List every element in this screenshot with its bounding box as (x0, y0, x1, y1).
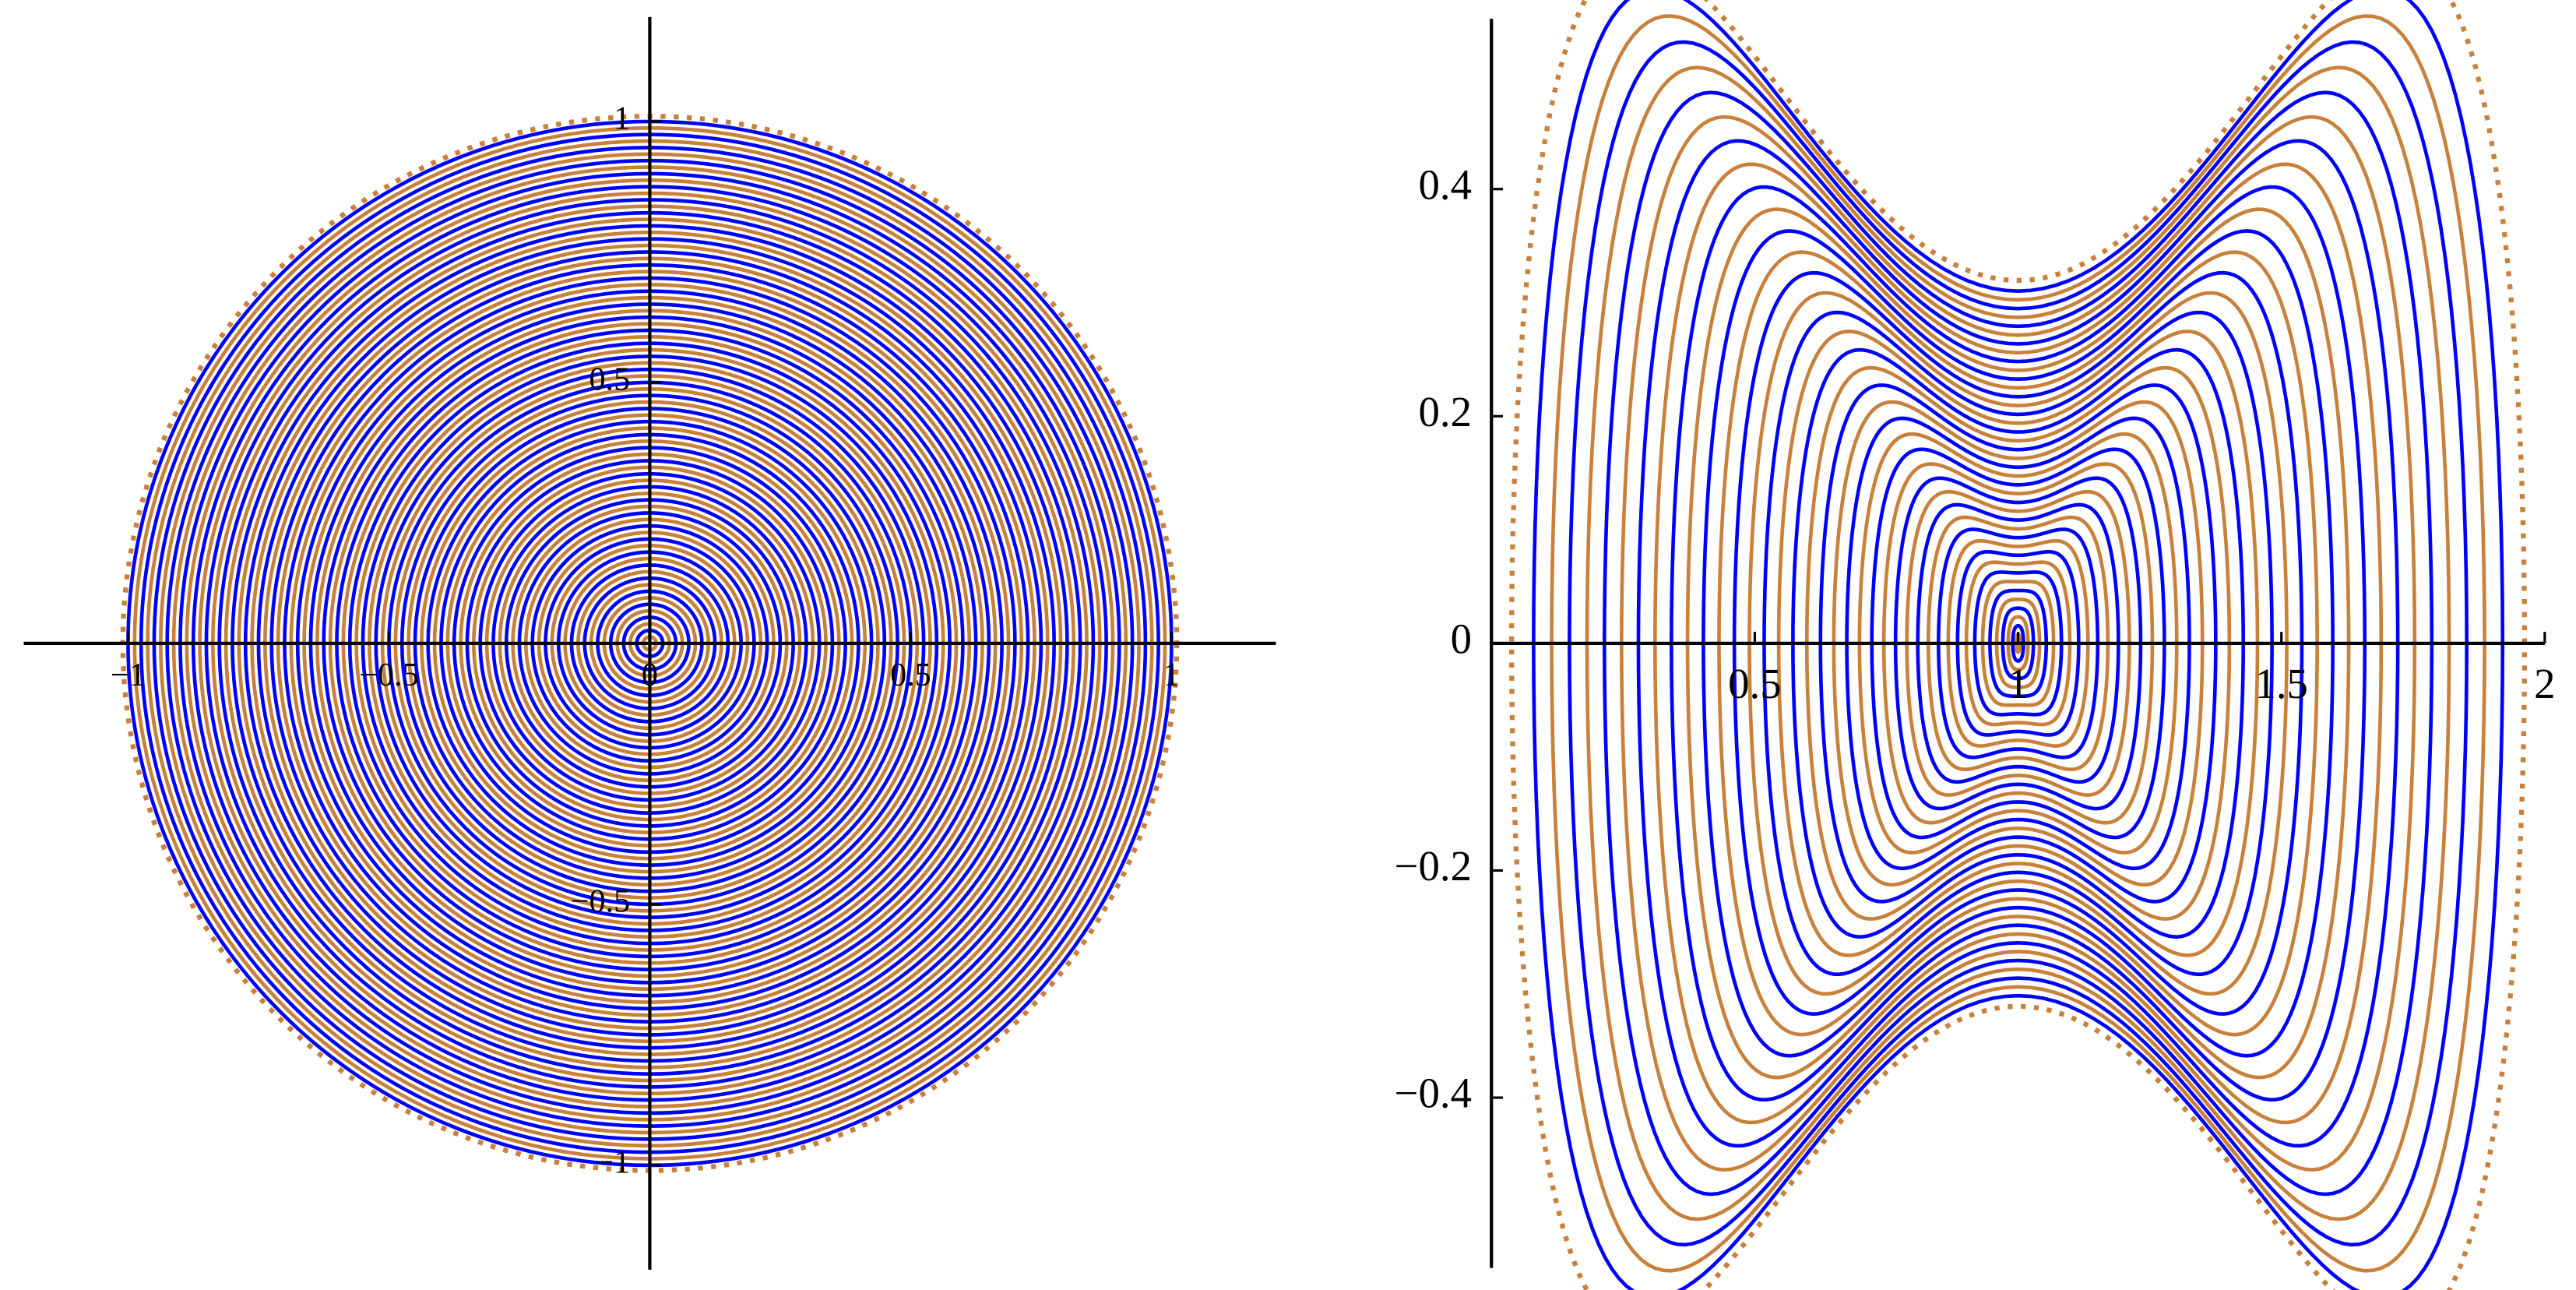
x-tick-label: 1 (1163, 657, 1180, 693)
y-tick-label: 1 (614, 100, 630, 137)
chart: 0.5 1 1.5 2 −0.4 −0.2 0 0.2 0.4 (1395, 0, 2556, 1290)
x-tick-label: −0.5 (359, 657, 418, 693)
y-tick-label: −0.4 (1395, 1070, 1472, 1117)
chart: −1 −0.5 0 0.5 1 −1 −0.5 0.5 1 (23, 16, 1276, 1270)
y-tick-label: 0.5 (589, 361, 630, 398)
y-tick-label: −0.2 (1395, 842, 1472, 890)
y-tick-label: 0.2 (1419, 388, 1472, 435)
x-tick-label: 0 (642, 657, 658, 693)
y-tick-label: 0 (1451, 615, 1472, 662)
x-tick-label: 2 (2534, 660, 2555, 707)
y-tick-label: −0.5 (571, 883, 630, 920)
oval (1508, 0, 2528, 1290)
y-tick-label: 0.4 (1419, 160, 1472, 208)
x-tick-label: 0.5 (1728, 660, 1781, 707)
x-tick-label: 1.5 (2254, 660, 2307, 707)
x-tick-label: −1 (111, 657, 146, 693)
y-tick-label: −1 (595, 1144, 630, 1181)
x-tick-label: 0.5 (890, 657, 931, 693)
x-tick-label: 1 (2008, 660, 2029, 707)
